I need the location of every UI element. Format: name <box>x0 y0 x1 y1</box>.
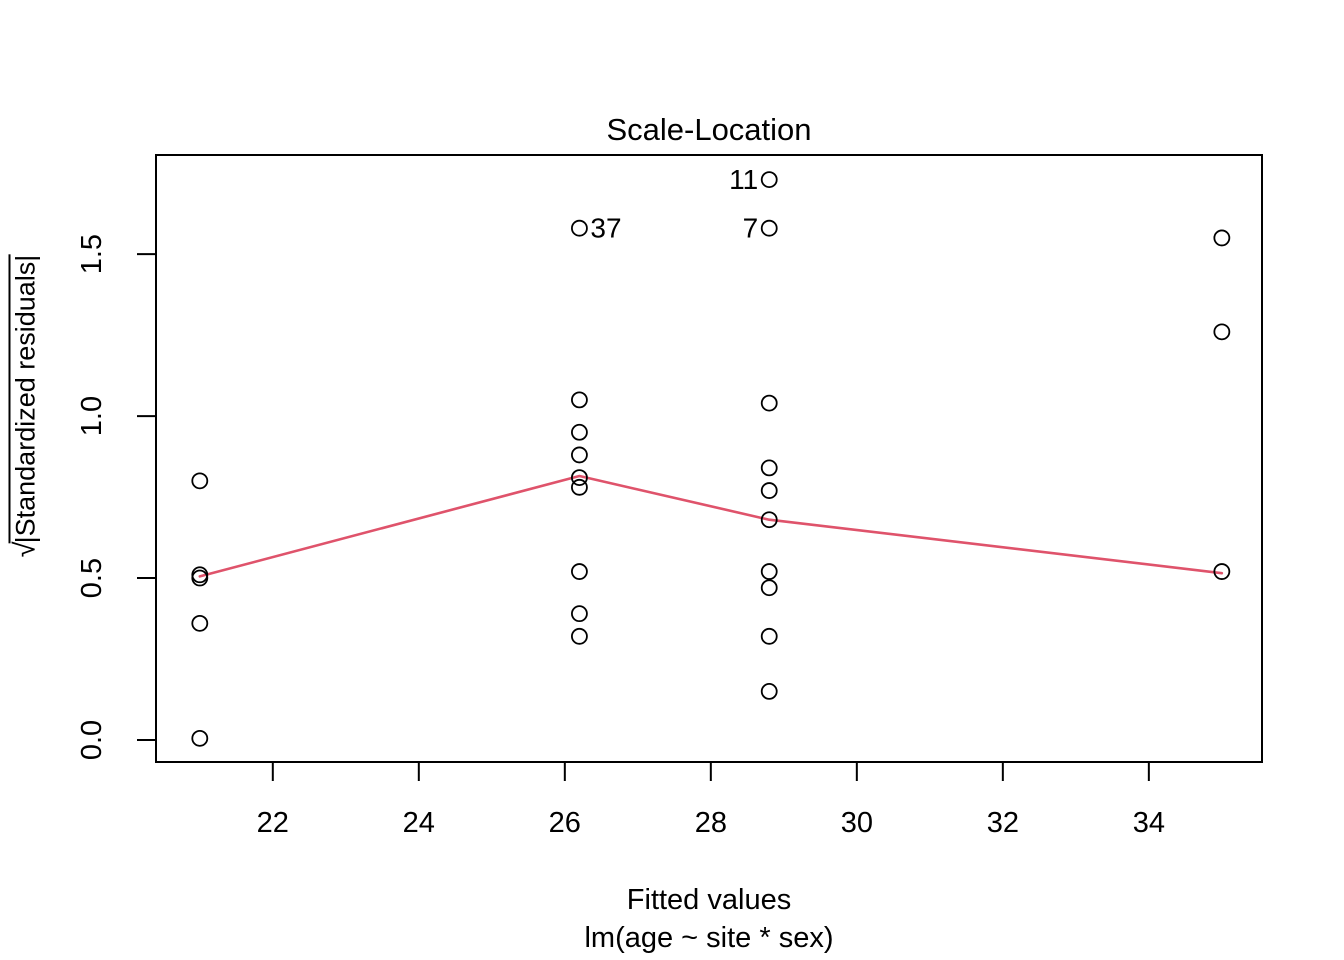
data-point <box>571 446 588 464</box>
data-point <box>571 469 588 487</box>
data-point <box>760 682 778 700</box>
data-point <box>571 423 588 441</box>
y-tick-label: 1.5 <box>76 234 108 274</box>
data-point <box>571 563 588 580</box>
x-tick-label: 34 <box>1133 807 1165 839</box>
data-point <box>760 171 778 189</box>
x-tick-label: 26 <box>549 807 581 839</box>
data-point <box>760 579 778 597</box>
data-point <box>571 605 588 623</box>
smooth-line <box>198 474 1224 578</box>
data-point <box>191 569 209 587</box>
x-tick-label: 24 <box>403 807 435 839</box>
data-point <box>760 219 778 237</box>
y-axis-label: √|Standardized residuals| <box>8 254 43 558</box>
data-point <box>1213 563 1231 580</box>
x-tick-label: 28 <box>695 807 727 839</box>
data-point <box>760 511 778 529</box>
data-point <box>760 394 778 412</box>
data-point <box>1213 323 1231 341</box>
data-point <box>760 459 778 477</box>
y-tick-label: 1.0 <box>76 396 108 436</box>
x-axis-label: Fitted values <box>626 884 792 916</box>
data-point <box>760 627 778 645</box>
data-point <box>191 729 209 747</box>
chart-title: Scale-Location <box>606 112 812 147</box>
data-point <box>191 472 209 490</box>
data-point <box>571 391 588 409</box>
data-point <box>571 627 588 645</box>
x-tick-label: 30 <box>841 807 873 839</box>
plot-box <box>155 154 1263 763</box>
data-point <box>760 482 778 499</box>
y-axis-label-expression: |Standardized residuals| <box>8 254 41 544</box>
x-tick-label: 22 <box>257 807 289 839</box>
data-point <box>1213 229 1231 247</box>
data-point <box>191 614 209 632</box>
data-point <box>571 219 588 237</box>
y-tick-label: 0.0 <box>76 720 108 760</box>
point-label: 11 <box>729 164 758 195</box>
y-tick-label: 0.5 <box>76 558 108 598</box>
data-point <box>760 563 778 580</box>
x-tick-label: 32 <box>987 807 1019 839</box>
point-label: 7 <box>743 213 759 244</box>
data-point <box>571 478 588 496</box>
sqrt-symbol: √ <box>9 543 42 558</box>
point-label: 37 <box>590 213 621 244</box>
model-formula-label: lm(age ~ site * sex) <box>584 922 834 954</box>
